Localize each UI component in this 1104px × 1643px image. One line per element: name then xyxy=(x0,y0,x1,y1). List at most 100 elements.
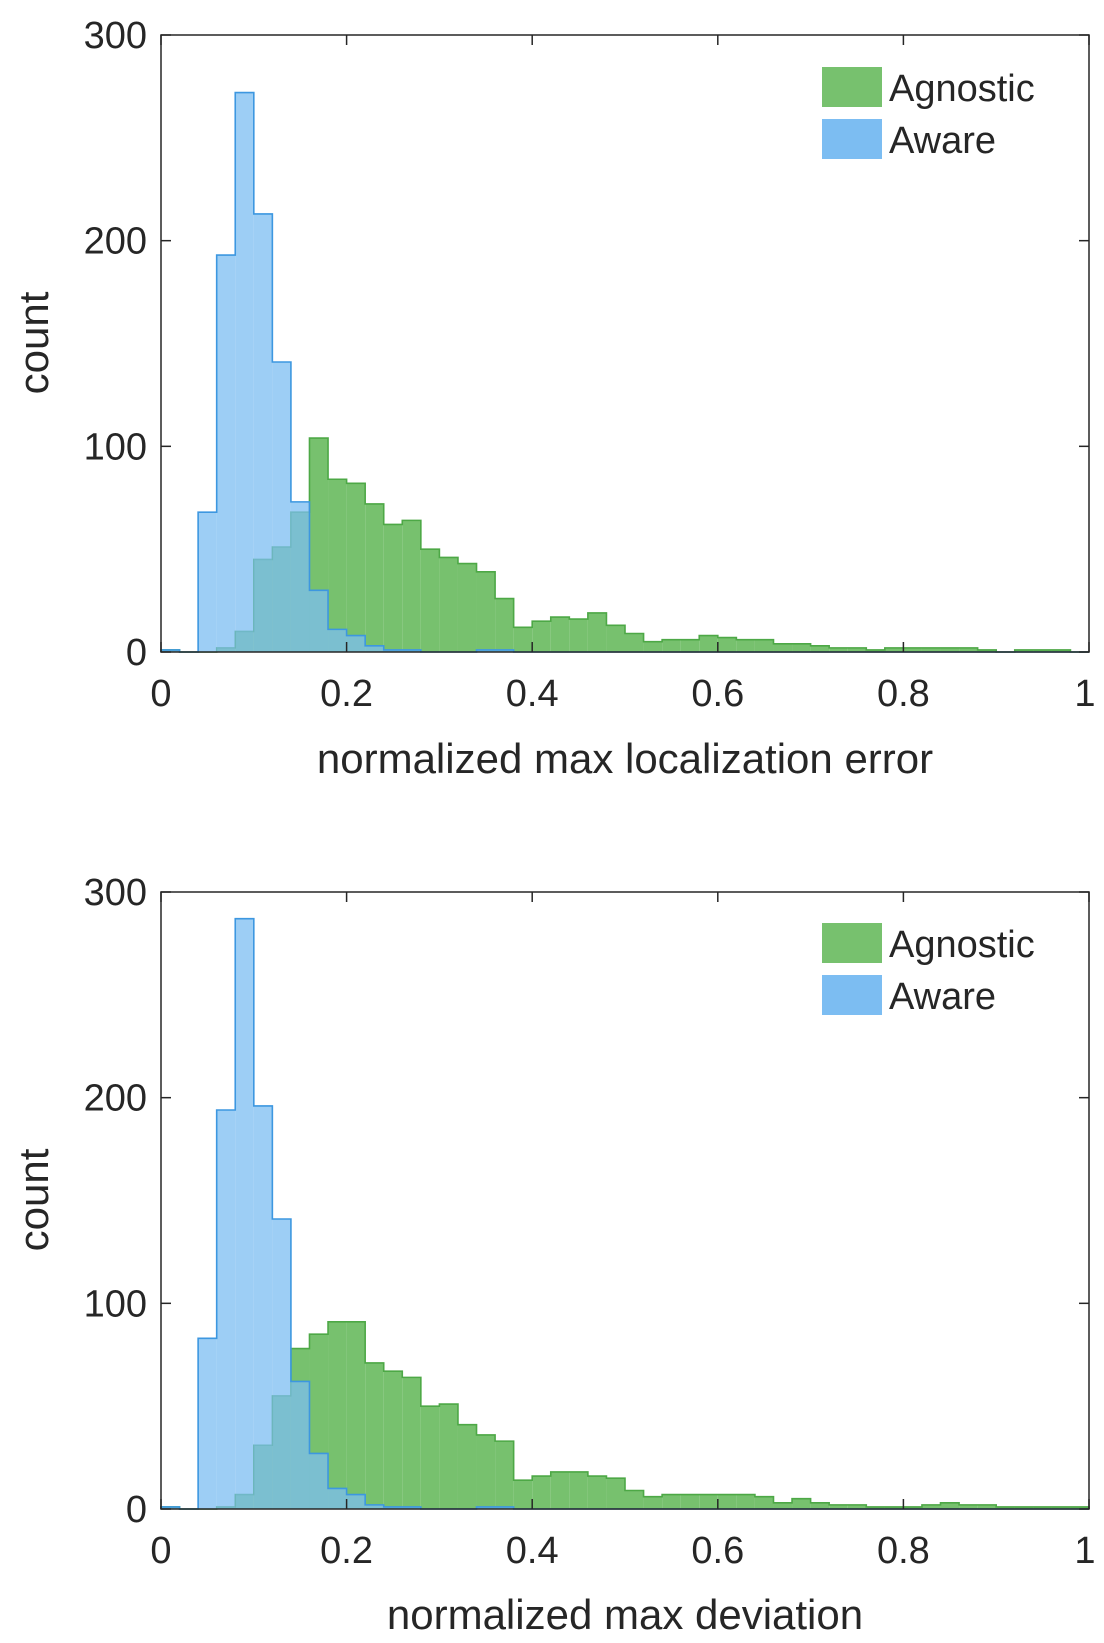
bar-aware-18 xyxy=(495,1506,514,1509)
bar-agnostic-39 xyxy=(884,1506,904,1509)
bar-agnostic-40 xyxy=(903,647,922,652)
x-tick-label: 1 xyxy=(1074,1530,1095,1572)
bar-aware-17 xyxy=(476,1506,496,1509)
bar-agnostic-29 xyxy=(699,635,718,652)
legend-swatch-agnostic xyxy=(822,923,882,963)
histogram-panel-bottom: 0 0.2 0.4 0.6 0.8 1 0 100 200 300 normal… xyxy=(10,872,1096,1638)
x-tick-label: 0.4 xyxy=(506,673,559,715)
bar-aware-3 xyxy=(216,1110,236,1509)
x-tick-label: 0.2 xyxy=(320,1530,373,1572)
bar-aware-11 xyxy=(365,645,384,652)
bar-agnostic-17 xyxy=(476,1434,496,1509)
bar-agnostic-30 xyxy=(717,1494,737,1509)
bar-aware-7 xyxy=(290,1381,310,1509)
bar-agnostic-16 xyxy=(457,563,477,652)
bar-agnostic-16 xyxy=(457,1424,477,1509)
bar-aware-8 xyxy=(309,590,329,652)
bar-aware-5 xyxy=(253,1105,273,1509)
bar-agnostic-37 xyxy=(847,1504,867,1509)
bar-agnostic-13 xyxy=(402,520,421,652)
bar-agnostic-38 xyxy=(866,1506,885,1509)
histogram-panel-top: 0 0.2 0.4 0.6 0.8 1 0 100 200 300 normal… xyxy=(10,15,1096,782)
bar-agnostic-24 xyxy=(606,1478,625,1509)
bar-aware-10 xyxy=(346,1494,366,1509)
plot-frame xyxy=(160,34,1090,653)
x-tick-label: 0.6 xyxy=(691,673,744,715)
bar-agnostic-17 xyxy=(476,571,496,652)
y-tick-label: 0 xyxy=(126,1489,147,1531)
bar-aware-2 xyxy=(198,512,217,652)
bar-agnostic-46 xyxy=(1014,649,1034,652)
y-axis-label: count xyxy=(10,1148,57,1251)
bar-aware-11 xyxy=(365,1504,384,1509)
y-tick-labels: 0 100 200 300 xyxy=(84,872,147,1531)
bar-aware-0 xyxy=(161,1506,180,1509)
y-tick-label: 300 xyxy=(84,15,147,57)
bar-aware-12 xyxy=(383,1506,403,1509)
bar-agnostic-15 xyxy=(439,1404,458,1509)
x-axis-label: normalized max localization error xyxy=(317,735,933,782)
bar-agnostic-20 xyxy=(532,1476,551,1509)
bar-agnostic-26 xyxy=(643,641,663,652)
legend-swatch-aware xyxy=(822,119,882,159)
bar-agnostic-9 xyxy=(328,1321,347,1509)
bar-aware-3 xyxy=(216,255,236,652)
legend-label-aware: Aware xyxy=(889,120,996,162)
bar-agnostic-42 xyxy=(940,1502,960,1509)
x-tick-label: 0.8 xyxy=(877,673,930,715)
bar-aware-18 xyxy=(495,649,514,652)
bar-agnostic-19 xyxy=(513,627,533,652)
bar-agnostic-23 xyxy=(587,612,607,652)
bar-agnostic-34 xyxy=(792,643,811,652)
bar-aware-6 xyxy=(272,362,291,652)
bar-agnostic-12 xyxy=(383,1371,403,1509)
y-tick-label: 200 xyxy=(84,221,147,263)
bar-agnostic-31 xyxy=(736,1494,755,1509)
bar-agnostic-34 xyxy=(792,1498,811,1509)
x-axis-label: normalized max deviation xyxy=(387,1591,863,1638)
x-tick-label: 1 xyxy=(1074,673,1095,715)
bar-agnostic-21 xyxy=(550,1471,570,1509)
bar-agnostic-41 xyxy=(921,647,941,652)
bar-agnostic-21 xyxy=(550,617,570,652)
bar-aware-6 xyxy=(272,1219,291,1509)
x-tick-labels: 0 0.2 0.4 0.6 0.8 1 xyxy=(150,1530,1095,1572)
y-axis-label: count xyxy=(10,291,57,394)
bar-agnostic-18 xyxy=(495,1441,514,1509)
tick-marks-layer xyxy=(160,34,1090,653)
bar-agnostic-35 xyxy=(810,1502,830,1509)
bar-agnostic-46 xyxy=(1014,1506,1034,1509)
bar-agnostic-9 xyxy=(328,479,347,652)
bar-agnostic-20 xyxy=(532,621,551,652)
bar-aware-13 xyxy=(402,649,421,652)
bar-aware-9 xyxy=(328,629,347,652)
bar-agnostic-49 xyxy=(1070,1506,1089,1509)
legend-label-agnostic: Agnostic xyxy=(889,68,1035,110)
bar-agnostic-41 xyxy=(921,1504,941,1509)
bar-aware-8 xyxy=(309,1453,329,1509)
bar-agnostic-47 xyxy=(1033,649,1052,652)
bar-agnostic-31 xyxy=(736,639,755,652)
legend: Agnostic Aware xyxy=(822,67,1035,162)
legend-label-aware: Aware xyxy=(889,976,996,1018)
bar-aware-12 xyxy=(383,649,403,652)
bar-agnostic-15 xyxy=(439,557,458,652)
bar-agnostic-28 xyxy=(680,1494,700,1509)
bar-agnostic-27 xyxy=(662,639,681,652)
x-tick-label: 0.6 xyxy=(691,1530,744,1572)
histogram-bars-layer xyxy=(160,917,1090,1510)
bar-agnostic-19 xyxy=(513,1480,533,1509)
bar-agnostic-37 xyxy=(847,647,867,652)
bar-aware-13 xyxy=(402,1506,421,1509)
plot-frame xyxy=(160,891,1090,1510)
bar-aware-4 xyxy=(235,918,254,1509)
bar-agnostic-11 xyxy=(365,503,384,652)
bar-agnostic-25 xyxy=(625,633,644,652)
bar-aware-7 xyxy=(290,501,310,652)
bar-agnostic-29 xyxy=(699,1494,718,1509)
bar-agnostic-11 xyxy=(365,1362,384,1509)
bar-agnostic-36 xyxy=(829,1504,848,1509)
bar-agnostic-28 xyxy=(680,639,700,652)
bar-agnostic-43 xyxy=(959,1504,978,1509)
